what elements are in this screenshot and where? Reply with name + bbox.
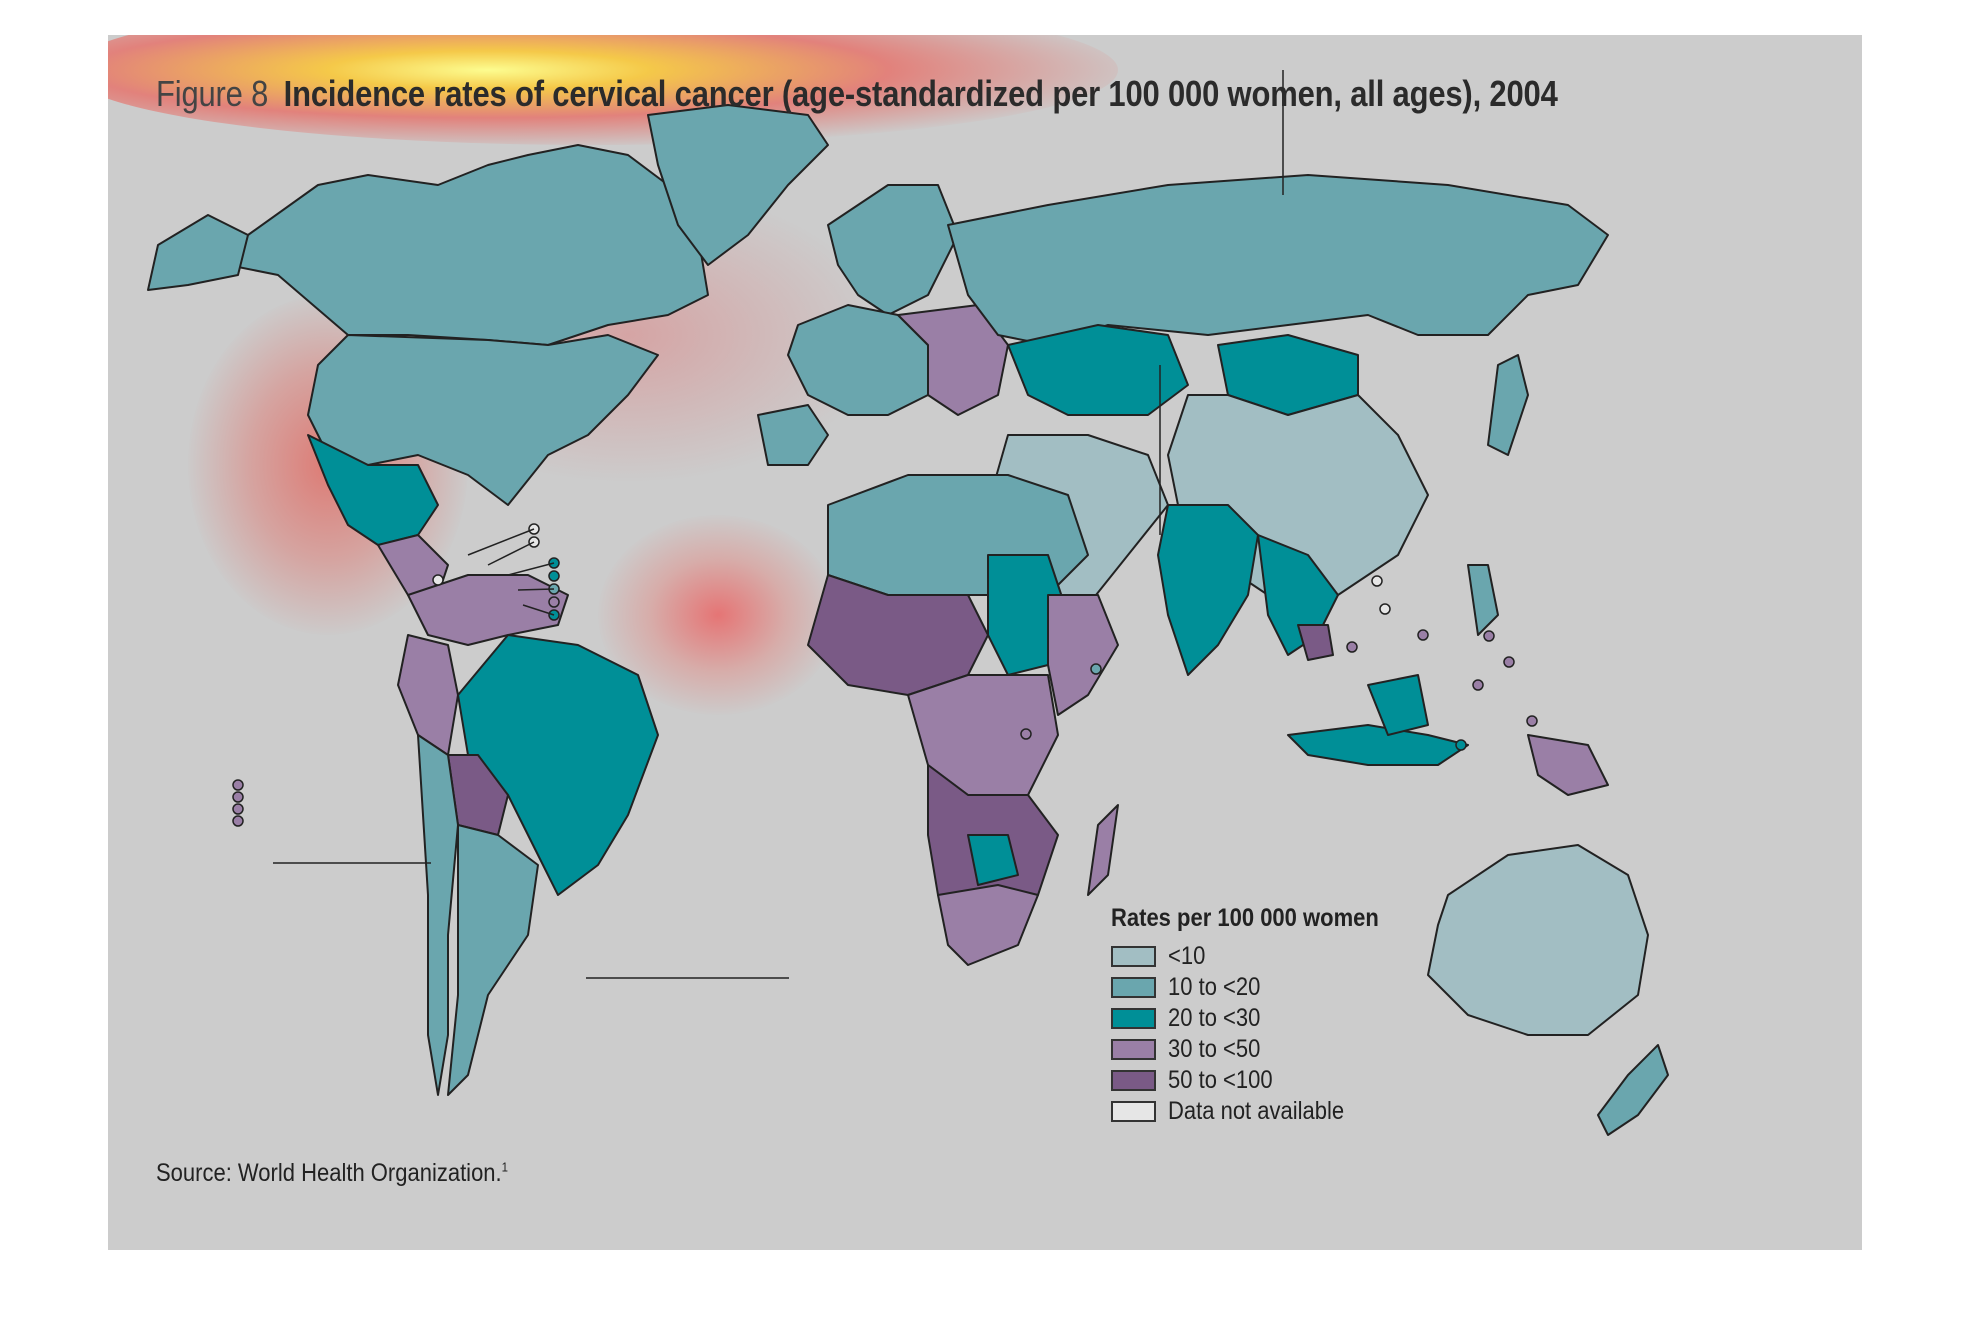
leader-line bbox=[487, 541, 535, 566]
region-botswana bbox=[967, 834, 1019, 886]
leader-line bbox=[517, 588, 555, 591]
island-marker bbox=[432, 574, 444, 586]
legend-title: Rates per 100 000 women bbox=[1111, 904, 1379, 932]
island-marker bbox=[1472, 679, 1484, 691]
region-russia bbox=[947, 174, 1609, 346]
legend-item: 10 to <20 bbox=[1111, 972, 1415, 1003]
legend-item: Data not available bbox=[1111, 1096, 1415, 1127]
island-marker bbox=[1379, 603, 1391, 615]
legend-item: 50 to <100 bbox=[1111, 1065, 1415, 1096]
region-cambodia bbox=[1297, 624, 1334, 661]
region-borneo bbox=[1367, 674, 1429, 736]
legend-swatch bbox=[1111, 1039, 1156, 1060]
leader-line bbox=[522, 604, 555, 616]
island-marker bbox=[232, 791, 244, 803]
island-marker bbox=[1020, 728, 1032, 740]
region-argentina bbox=[447, 824, 539, 1096]
region-usa bbox=[307, 334, 659, 506]
source-text: Source: World Health Organization. bbox=[156, 1159, 502, 1187]
legend-item: 30 to <50 bbox=[1111, 1034, 1415, 1065]
island-marker bbox=[1483, 630, 1495, 642]
region-east-africa bbox=[1047, 594, 1119, 716]
world-map bbox=[147, 70, 1669, 1136]
legend-item: 20 to <30 bbox=[1111, 1003, 1415, 1034]
legend-swatch bbox=[1111, 1070, 1156, 1091]
legend-swatch bbox=[1111, 1008, 1156, 1029]
source-note: Source: World Health Organization.1 bbox=[156, 1159, 508, 1188]
region-chile bbox=[417, 734, 459, 1096]
legend-item: <10 bbox=[1111, 941, 1415, 972]
region-australia bbox=[1427, 844, 1649, 1036]
region-iberia bbox=[757, 404, 829, 466]
region-greenland bbox=[647, 104, 829, 266]
island-marker bbox=[1090, 663, 1102, 675]
map-panel: Figure 8 Incidence rates of cervical canc… bbox=[108, 35, 1862, 1250]
island-marker bbox=[1526, 715, 1538, 727]
figure-title: Figure 8 Incidence rates of cervical canc… bbox=[156, 73, 1558, 115]
legend-label: 20 to <30 bbox=[1168, 1004, 1261, 1032]
island-marker bbox=[232, 803, 244, 815]
region-brazil bbox=[457, 634, 659, 896]
island-marker bbox=[232, 779, 244, 791]
island-marker bbox=[1371, 575, 1383, 587]
island-marker bbox=[1503, 656, 1515, 668]
figure-title-text: Incidence rates of cervical cancer (age-… bbox=[283, 73, 1558, 114]
island-marker bbox=[548, 570, 560, 582]
island-marker bbox=[1417, 629, 1429, 641]
region-japan bbox=[1487, 354, 1529, 456]
legend-label: 30 to <50 bbox=[1168, 1035, 1261, 1063]
legend-swatch bbox=[1111, 1101, 1156, 1122]
figure-label: Figure 8 bbox=[156, 73, 269, 114]
legend-swatch bbox=[1111, 977, 1156, 998]
island-marker bbox=[1346, 641, 1358, 653]
legend-label: 50 to <100 bbox=[1168, 1066, 1273, 1094]
legend-label: Data not available bbox=[1168, 1097, 1345, 1125]
legend-label: 10 to <20 bbox=[1168, 973, 1261, 1001]
island-marker bbox=[1455, 739, 1467, 751]
region-new-zealand bbox=[1597, 1044, 1669, 1136]
leader-line bbox=[507, 562, 555, 576]
region-south-africa bbox=[937, 884, 1039, 966]
island-marker bbox=[232, 815, 244, 827]
region-indonesia bbox=[1287, 724, 1469, 766]
source-footnote-marker: 1 bbox=[501, 1159, 509, 1175]
region-kazakhstan bbox=[1007, 324, 1189, 416]
region-philippines bbox=[1467, 564, 1499, 636]
legend-label: <10 bbox=[1168, 942, 1206, 970]
region-alaska bbox=[147, 214, 249, 291]
region-canada bbox=[227, 144, 709, 346]
region-scandinavia bbox=[827, 184, 959, 316]
island-marker bbox=[548, 596, 560, 608]
region-peru bbox=[397, 634, 459, 756]
region-madagascar bbox=[1087, 804, 1119, 896]
legend: Rates per 100 000 women <10 10 to <20 20… bbox=[1111, 904, 1415, 1127]
region-india bbox=[1157, 504, 1259, 676]
region-western-europe bbox=[787, 304, 929, 416]
leader-line bbox=[467, 528, 535, 556]
region-colombia-venezuela bbox=[407, 574, 569, 646]
legend-swatch bbox=[1111, 946, 1156, 967]
region-png bbox=[1527, 734, 1609, 796]
